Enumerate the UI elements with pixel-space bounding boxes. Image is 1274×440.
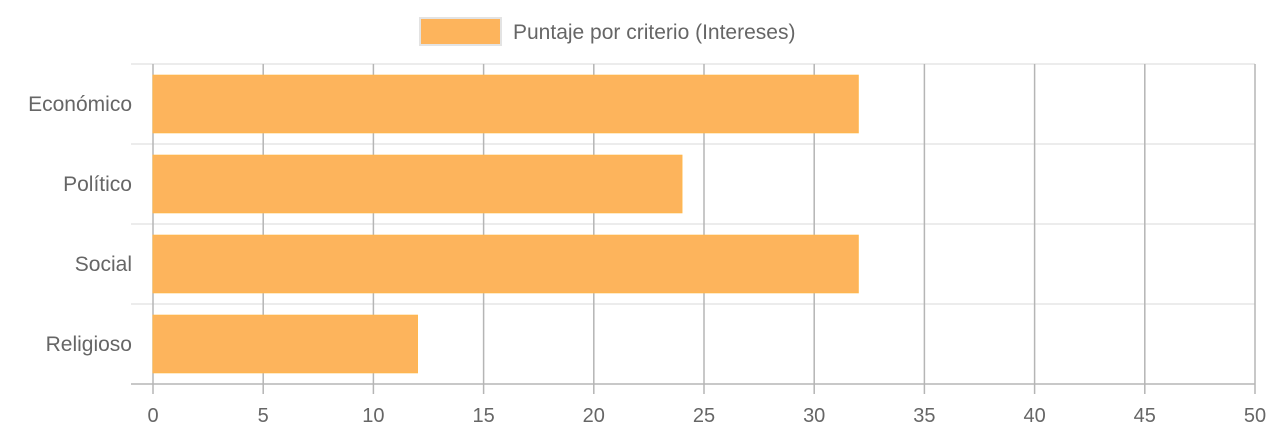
bar-religioso[interactable]	[152, 314, 418, 374]
x-tick-label: 45	[1134, 405, 1156, 427]
x-tick-label: 20	[583, 405, 605, 427]
bar-económico[interactable]	[152, 74, 859, 134]
bar-político[interactable]	[152, 154, 683, 214]
x-tick-label: 35	[913, 405, 935, 427]
x-tick-label: 10	[362, 405, 384, 427]
category-label: Político	[63, 173, 132, 196]
x-tick-label: 25	[693, 405, 715, 427]
x-tick-label: 50	[1244, 405, 1266, 427]
x-tick-label: 30	[803, 405, 825, 427]
x-tick-label: 15	[472, 405, 494, 427]
category-label: Religioso	[46, 333, 132, 356]
x-tick-label: 40	[1023, 405, 1045, 427]
category-label: Social	[75, 253, 132, 276]
legend-label[interactable]: Puntaje por criterio (Intereses)	[513, 21, 795, 44]
axis-layer: 0 5 10 15 20 25 30 35 40 45 50 Económico Político Soc…	[28, 93, 1266, 427]
bar-social[interactable]	[152, 234, 859, 294]
category-label: Económico	[28, 93, 132, 116]
x-tick-label: 5	[258, 405, 269, 427]
bars-layer	[152, 74, 859, 374]
legend-swatch[interactable]	[419, 17, 502, 46]
legend[interactable]: Puntaje por criterio (Intereses)	[419, 17, 795, 46]
x-tick-label: 0	[147, 405, 158, 427]
